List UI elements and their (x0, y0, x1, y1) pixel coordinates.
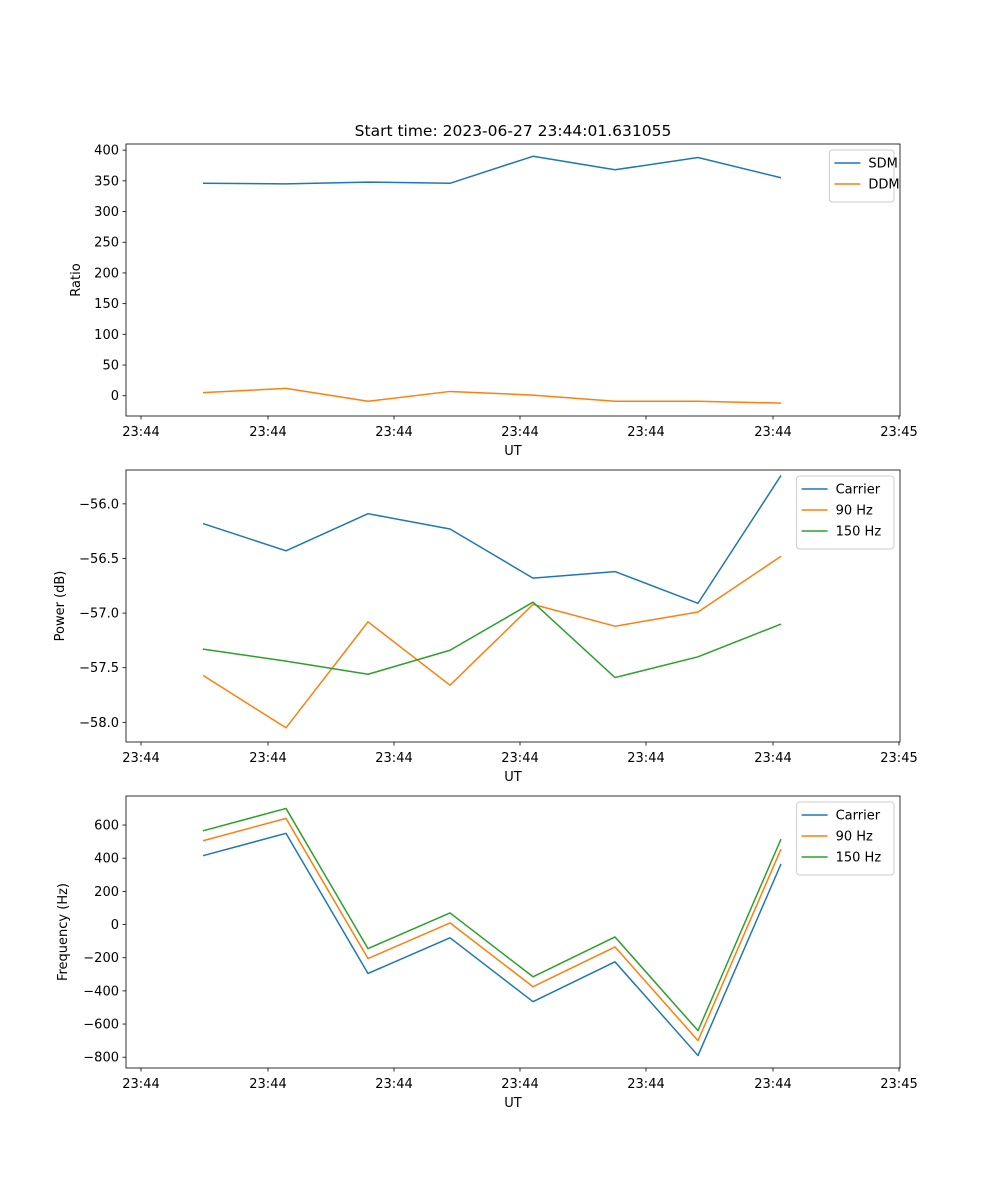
y-tick-label: −57.0 (79, 607, 119, 622)
axes-frame (125, 143, 901, 417)
series-lines (202, 155, 782, 404)
x-tick-label: 23:44 (501, 1077, 538, 1092)
x-axis: 23:44 23:44 23:44 23:44 23:44 23:44 23:45 (122, 416, 918, 440)
legend-label: Carrier (836, 809, 881, 824)
y-tick-label: −400 (83, 984, 119, 999)
x-tick-label: 23:44 (249, 1077, 286, 1092)
series-line-90-hz (202, 555, 782, 729)
legend-label: 150 Hz (836, 525, 882, 540)
x-tick-label: 23:44 (754, 425, 791, 440)
series-line-carrier (202, 832, 782, 1057)
legend-label: SDM (868, 157, 897, 172)
series-line-150-hz (202, 807, 782, 1032)
y-axis: −800 −600 −400 −200 0 200 400 600 (83, 819, 126, 1066)
y-tick-label: 600 (94, 819, 119, 834)
series-line-carrier (202, 475, 782, 605)
y-tick-label: 200 (94, 885, 119, 900)
x-tick-label: 23:44 (122, 751, 159, 766)
x-tick-label: 23:44 (627, 751, 664, 766)
y-tick-label: 100 (94, 328, 119, 343)
x-tick-label: 23:44 (122, 425, 159, 440)
chart-panel-2: 23:44 23:44 23:44 23:44 23:44 23:44 23:45 UT −58… (53, 469, 918, 785)
y-tick-label: 400 (94, 852, 119, 867)
x-axis: 23:44 23:44 23:44 23:44 23:44 23:44 23:45 (122, 742, 918, 766)
series-lines (202, 807, 782, 1057)
y-tick-label: −57.5 (79, 661, 119, 676)
figure-title: Start time: 2023-06-27 23:44:01.631055 (355, 122, 672, 140)
y-tick-label: −200 (83, 951, 119, 966)
x-axis: 23:44 23:44 23:44 23:44 23:44 23:44 23:45 (122, 1068, 918, 1092)
y-tick-label: 50 (102, 359, 119, 374)
y-axis-label: Ratio (69, 263, 84, 296)
x-tick-label: 23:44 (375, 1077, 412, 1092)
y-axis-label: Frequency (Hz) (56, 883, 71, 981)
series-line-sdm (202, 155, 782, 185)
y-tick-label: 250 (94, 236, 119, 251)
x-axis-label: UT (504, 1096, 522, 1111)
legend-label: Carrier (836, 483, 881, 498)
legend: Carrier 90 Hz 150 Hz (796, 801, 895, 876)
y-tick-label: −56.0 (79, 497, 119, 512)
x-tick-label: 23:45 (880, 1077, 917, 1092)
y-tick-label: −56.5 (79, 552, 119, 567)
series-line-90-hz (202, 817, 782, 1042)
legend: SDM DDM (828, 149, 900, 203)
legend-label: 90 Hz (836, 830, 873, 845)
axes-frame (125, 469, 901, 743)
x-tick-label: 23:45 (880, 425, 917, 440)
x-tick-label: 23:44 (249, 425, 286, 440)
x-tick-label: 23:44 (375, 425, 412, 440)
y-tick-label: 0 (111, 389, 119, 404)
x-tick-label: 23:44 (627, 425, 664, 440)
series-lines (202, 475, 782, 729)
y-tick-label: −600 (83, 1018, 119, 1033)
y-tick-label: 350 (94, 174, 119, 189)
y-tick-label: 0 (111, 918, 119, 933)
x-tick-label: 23:44 (501, 425, 538, 440)
y-axis: 0 50 100 150 200 250 300 350 400 (94, 144, 126, 404)
legend-label: 90 Hz (836, 504, 873, 519)
y-tick-label: 200 (94, 266, 119, 281)
y-tick-label: 400 (94, 144, 119, 159)
x-tick-label: 23:45 (880, 751, 917, 766)
x-tick-label: 23:44 (754, 1077, 791, 1092)
y-tick-label: 150 (94, 297, 119, 312)
y-axis-label: Power (dB) (53, 571, 68, 642)
chart-panel-1: 23:44 23:44 23:44 23:44 23:44 23:44 23:45 UT 0 50… (69, 143, 918, 459)
x-tick-label: 23:44 (627, 1077, 664, 1092)
legend: Carrier 90 Hz 150 Hz (796, 475, 895, 550)
axes-frame (125, 795, 901, 1069)
x-tick-label: 23:44 (501, 751, 538, 766)
y-tick-label: −58.0 (79, 716, 119, 731)
legend-label: DDM (868, 178, 899, 193)
chart-panel-3: 23:44 23:44 23:44 23:44 23:44 23:44 23:45 UT −80… (56, 795, 918, 1111)
series-line-150-hz (202, 601, 782, 679)
x-tick-label: 23:44 (122, 1077, 159, 1092)
y-axis: −58.0 −57.5 −57.0 −56.5 −56.0 (79, 497, 126, 731)
series-line-ddm (202, 387, 782, 404)
x-axis-label: UT (504, 770, 522, 785)
legend-label: 150 Hz (836, 851, 882, 866)
y-tick-label: 300 (94, 205, 119, 220)
x-tick-label: 23:44 (754, 751, 791, 766)
x-tick-label: 23:44 (375, 751, 412, 766)
x-tick-label: 23:44 (249, 751, 286, 766)
y-tick-label: −800 (83, 1051, 119, 1066)
x-axis-label: UT (504, 444, 522, 459)
